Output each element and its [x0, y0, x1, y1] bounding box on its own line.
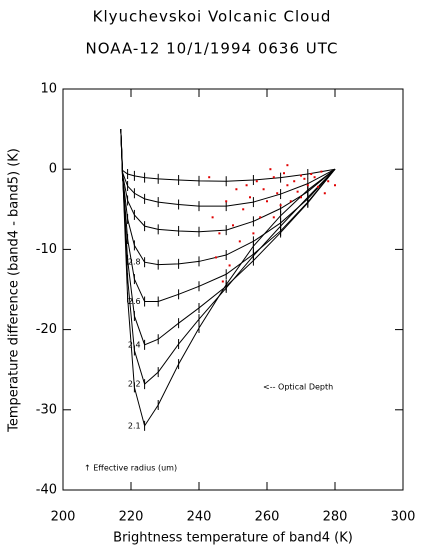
data-point	[272, 176, 275, 179]
data-point	[320, 170, 323, 173]
data-point	[262, 188, 265, 191]
data-point	[300, 196, 302, 199]
data-point	[242, 208, 245, 211]
data-point	[235, 188, 238, 191]
y-tick-label: -30	[36, 402, 57, 417]
data-point	[306, 184, 309, 187]
data-point	[208, 176, 211, 179]
data-point	[245, 184, 248, 187]
radius-label: 2.1	[128, 421, 141, 430]
data-point	[225, 200, 228, 203]
data-point	[252, 232, 255, 235]
data-point	[317, 185, 319, 188]
data-point	[266, 200, 268, 203]
data-point	[221, 280, 224, 283]
data-point	[303, 177, 306, 180]
data-point	[279, 204, 282, 207]
data-point	[323, 192, 326, 195]
x-tick-label: 300	[391, 510, 416, 525]
data-point	[269, 168, 272, 171]
radius-label: 2.6	[128, 297, 141, 306]
data-point	[238, 240, 241, 243]
chart-subtitle: NOAA-12 10/1/1994 0636 UTC	[86, 40, 339, 58]
y-tick-label: -10	[36, 242, 57, 257]
x-axis-label: Brightness temperature of band4 (K)	[113, 531, 353, 546]
x-tick-label: 280	[323, 510, 348, 525]
chart-title: Klyuchevskoi Volcanic Cloud	[93, 8, 332, 26]
x-tick-label: 260	[255, 510, 280, 525]
annotation: ↑ Effective radius (um)	[84, 464, 177, 473]
data-point	[310, 173, 313, 176]
data-point	[286, 164, 289, 167]
data-point	[228, 264, 231, 267]
annotation: <-- Optical Depth	[263, 383, 333, 392]
y-axis-label: Temperature difference (band4 - band5) (…	[7, 148, 22, 433]
data-point	[289, 200, 292, 203]
data-point	[272, 216, 275, 219]
data-point	[276, 192, 279, 195]
data-point	[211, 216, 214, 219]
y-tick-label: 0	[49, 162, 57, 177]
y-tick-label: 10	[40, 82, 57, 97]
radius-label: 2.8	[128, 258, 141, 267]
data-point	[215, 256, 217, 259]
x-tick-label: 240	[187, 510, 212, 525]
y-tick-label: -40	[36, 483, 57, 498]
data-point	[286, 184, 289, 187]
data-point	[249, 196, 251, 199]
data-point	[232, 224, 234, 227]
data-point	[296, 190, 299, 193]
plot-frame	[62, 88, 404, 491]
data-point	[334, 184, 336, 187]
y-tick-label: -20	[36, 322, 57, 337]
data-point	[218, 232, 221, 235]
data-point	[327, 180, 330, 183]
data-point	[255, 180, 258, 183]
data-point	[313, 176, 316, 179]
data-point	[293, 180, 296, 183]
data-point	[259, 216, 262, 219]
data-point	[283, 172, 285, 175]
data-point	[300, 174, 302, 177]
x-tick-label: 200	[51, 510, 76, 525]
x-tick-label: 220	[119, 510, 144, 525]
